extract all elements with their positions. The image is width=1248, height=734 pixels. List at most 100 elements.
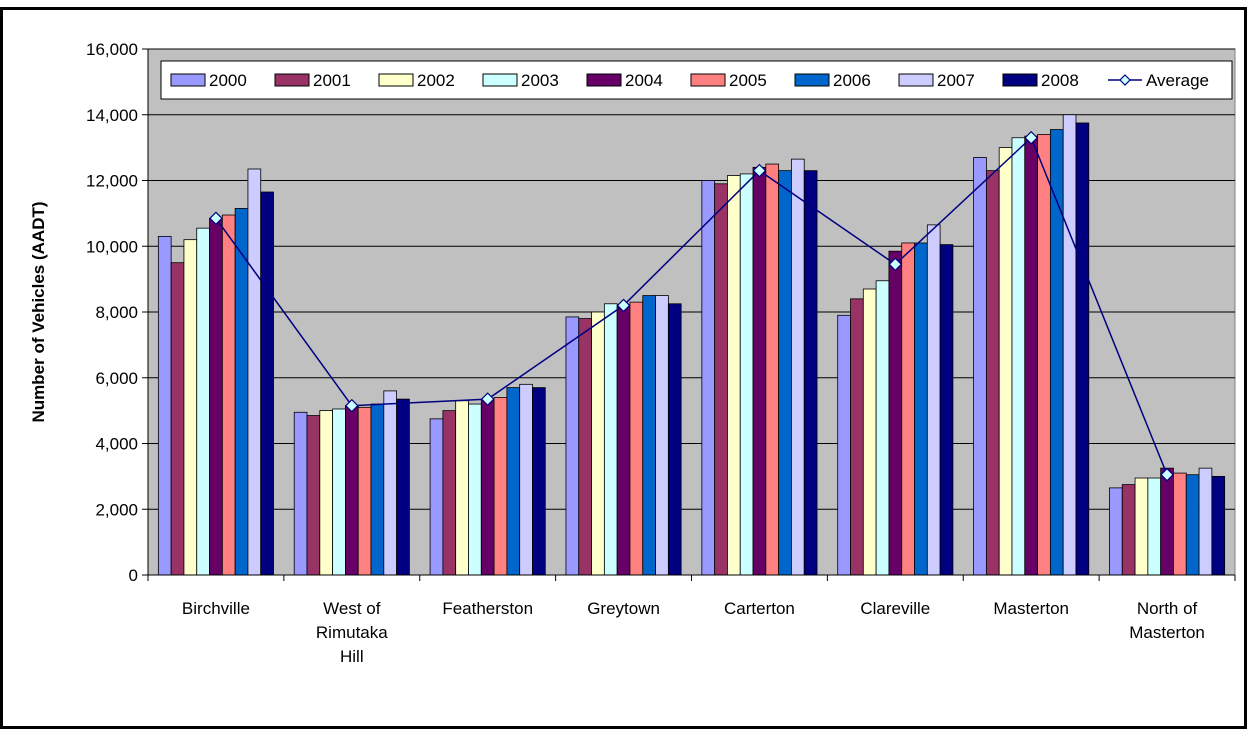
bar <box>803 170 818 576</box>
bar <box>370 403 385 576</box>
bar <box>345 405 359 576</box>
bar <box>293 411 308 576</box>
x-tick-label-line: Rimutaka <box>316 623 388 642</box>
bar <box>701 180 716 576</box>
bar <box>752 166 767 576</box>
x-tick-label-line: Birchville <box>182 599 250 618</box>
average-marker <box>344 398 359 413</box>
bar <box>1185 474 1200 576</box>
bar <box>209 217 223 576</box>
bar <box>1147 477 1162 576</box>
bar <box>667 303 682 576</box>
bar <box>429 418 444 576</box>
average-marker <box>480 392 495 406</box>
bar <box>480 398 495 576</box>
bar <box>247 168 262 576</box>
bar <box>383 390 398 576</box>
y-tick-label: 10,000 <box>86 237 138 256</box>
bars <box>157 114 1226 576</box>
x-tick-label-line: Featherston <box>442 599 533 618</box>
bar <box>493 397 508 576</box>
average-marker <box>1160 467 1174 482</box>
bar <box>985 170 1000 576</box>
bar <box>616 305 631 576</box>
bar <box>642 295 656 576</box>
bar <box>1024 135 1038 576</box>
axes <box>142 48 1236 581</box>
average-marker <box>1024 130 1039 145</box>
bar <box>532 387 546 576</box>
x-tick-label-line: North of <box>1137 599 1198 618</box>
bar <box>1160 467 1174 576</box>
average-marker <box>752 163 767 178</box>
bar <box>591 311 605 576</box>
y-axis-label: Number of Vehicles (AADT) <box>29 201 48 422</box>
x-tick-label-line: Masterton <box>993 599 1069 618</box>
legend-swatch <box>482 73 518 87</box>
legend-label: 2007 <box>937 71 975 90</box>
y-tick-label: 6,000 <box>95 369 138 388</box>
legend-label: 2003 <box>521 71 559 90</box>
bar <box>901 242 915 576</box>
bar <box>183 239 198 576</box>
legend-marker <box>1119 74 1131 86</box>
bar <box>1121 484 1136 576</box>
bar <box>455 400 469 576</box>
x-tick-label-line: Hill <box>340 647 364 666</box>
y-tick-label: 0 <box>129 566 138 585</box>
bar <box>565 316 580 576</box>
legend: 2000 2001 2002 2003 2004 2005 2006 2007 2008 Aver… <box>170 71 1209 90</box>
y-tick-label: 12,000 <box>86 172 138 191</box>
legend-label: Average <box>1146 71 1209 90</box>
bar <box>837 314 851 576</box>
bar <box>603 303 618 576</box>
bar <box>1134 477 1149 576</box>
bar <box>1037 134 1051 576</box>
bar <box>926 224 941 576</box>
average-marker <box>209 211 223 226</box>
average-line <box>209 130 1174 482</box>
bar <box>914 242 928 576</box>
bar <box>778 170 792 576</box>
bar <box>1011 137 1026 576</box>
bar <box>875 280 890 576</box>
x-tick-label: Clareville <box>860 599 930 618</box>
bar <box>850 298 864 576</box>
bar <box>1109 487 1123 576</box>
x-tick-label: Carterton <box>724 599 795 618</box>
bar <box>1173 472 1187 576</box>
bar <box>939 244 954 576</box>
x-tick-label: West of Rimutaka Hill <box>316 599 388 666</box>
bar <box>319 410 334 576</box>
average-series-line <box>215 136 1168 476</box>
bar <box>396 398 410 576</box>
bar <box>973 157 987 576</box>
bar <box>260 191 274 576</box>
legend-swatch <box>170 73 206 87</box>
bar <box>727 175 741 576</box>
bar <box>506 387 521 576</box>
legend-swatch <box>898 73 934 87</box>
x-tick-label-line: Clareville <box>860 599 930 618</box>
legend-label: 2006 <box>833 71 871 90</box>
bar <box>1049 129 1064 576</box>
bar <box>714 183 728 576</box>
x-tick-label-line: Masterton <box>1129 623 1205 642</box>
bar <box>170 262 185 576</box>
bar <box>888 250 903 576</box>
bar <box>234 208 249 576</box>
y-tick-label: 2,000 <box>95 500 138 519</box>
bar <box>357 406 372 576</box>
bar <box>655 295 669 576</box>
x-tick-labels: Birchville West of Rimutaka Hill Featherston… <box>182 599 1205 666</box>
legend-swatch <box>794 73 830 87</box>
x-tick-label: North of Masterton <box>1129 599 1205 642</box>
bar <box>1062 114 1077 576</box>
legend-label: 2004 <box>625 71 663 90</box>
legend-label: 2000 <box>209 71 247 90</box>
bar <box>739 173 754 576</box>
bar <box>157 235 172 576</box>
bar <box>196 227 210 576</box>
bar <box>221 214 236 576</box>
